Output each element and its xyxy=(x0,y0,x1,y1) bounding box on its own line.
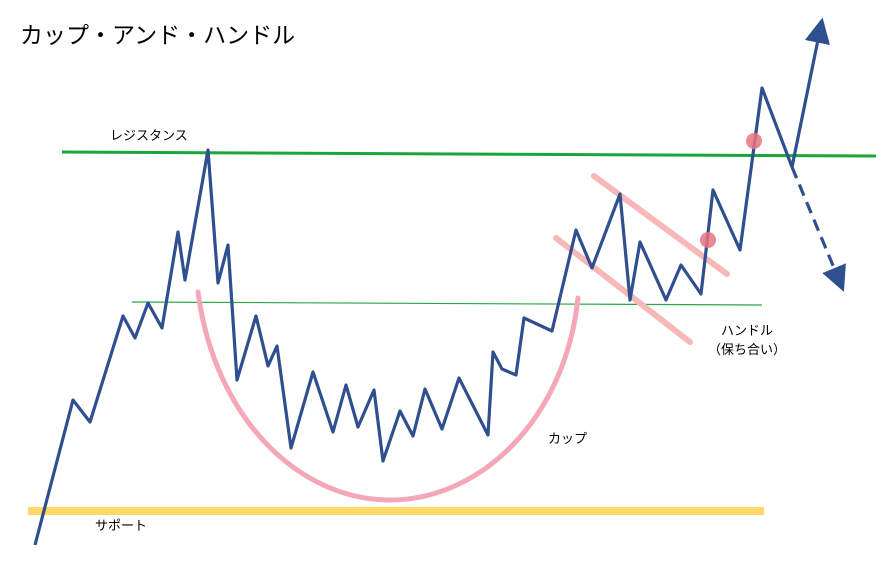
signal-dot-handle-breakout xyxy=(700,232,716,248)
handle-channel-upper xyxy=(591,173,730,277)
breakout-arrow xyxy=(790,17,830,168)
failed-breakout-arrow xyxy=(790,166,846,292)
price-line xyxy=(33,86,794,546)
handle-label-sub: （保ち合い） xyxy=(708,343,787,358)
handle-label: ハンドル （保ち合い） xyxy=(708,322,786,360)
support-label: サポート xyxy=(95,519,148,534)
resistance-line xyxy=(61,150,877,158)
cup-label: カップ xyxy=(548,432,588,447)
resistance-label: レジスタンス xyxy=(110,129,188,144)
handle-label-main: ハンドル xyxy=(721,324,774,339)
cup-curve xyxy=(195,289,581,503)
handle-channel-lower xyxy=(553,235,693,345)
diagram-title: カップ・アンド・ハンドル xyxy=(20,23,296,49)
neckline xyxy=(131,301,763,306)
signal-dot-resistance-breakout xyxy=(746,133,762,149)
